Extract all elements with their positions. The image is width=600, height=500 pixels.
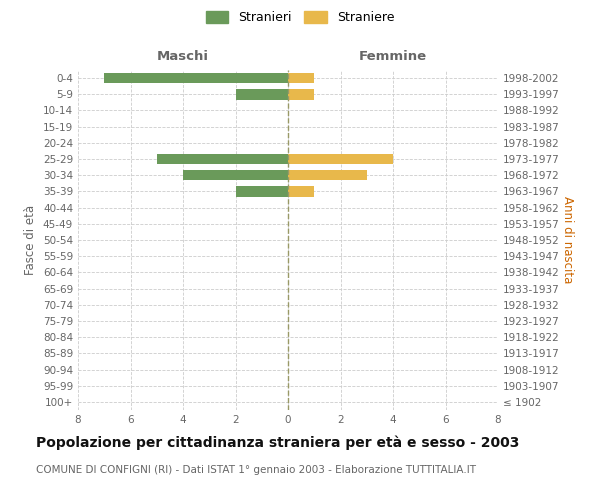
Bar — [183, 170, 288, 180]
Bar — [104, 73, 288, 84]
Text: Maschi: Maschi — [157, 50, 209, 62]
Text: COMUNE DI CONFIGNI (RI) - Dati ISTAT 1° gennaio 2003 - Elaborazione TUTTITALIA.I: COMUNE DI CONFIGNI (RI) - Dati ISTAT 1° … — [36, 465, 476, 475]
Bar — [235, 89, 288, 100]
Bar — [288, 186, 314, 196]
Bar — [288, 154, 393, 164]
Bar — [288, 89, 314, 100]
Y-axis label: Fasce di età: Fasce di età — [25, 205, 37, 275]
Y-axis label: Anni di nascita: Anni di nascita — [560, 196, 574, 284]
Bar — [157, 154, 288, 164]
Legend: Stranieri, Straniere: Stranieri, Straniere — [201, 6, 399, 29]
Bar — [288, 73, 314, 84]
Text: Popolazione per cittadinanza straniera per età e sesso - 2003: Popolazione per cittadinanza straniera p… — [36, 435, 520, 450]
Bar — [288, 170, 367, 180]
Text: Femmine: Femmine — [359, 50, 427, 62]
Bar — [235, 186, 288, 196]
